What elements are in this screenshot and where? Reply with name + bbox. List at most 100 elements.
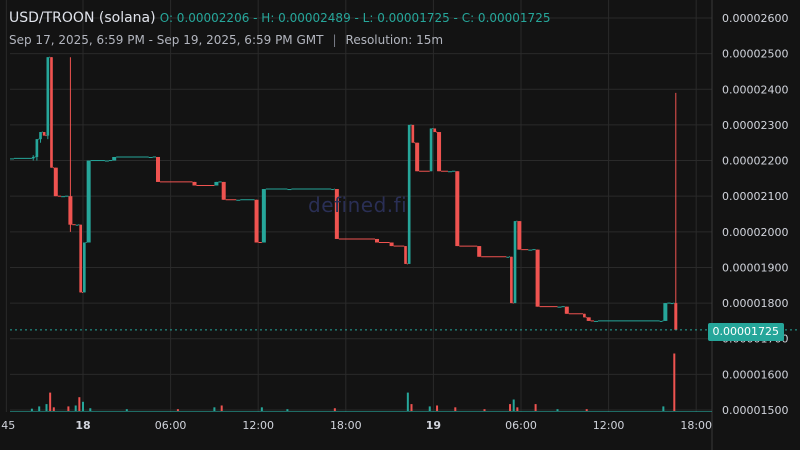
volume-bar	[556, 409, 559, 411]
y-tick-label: 0.00002200	[722, 155, 788, 168]
candle-body	[659, 320, 663, 322]
candle-body	[513, 221, 517, 304]
x-tick-label: 18:00	[680, 419, 712, 432]
y-tick-label: 0.00001600	[722, 368, 788, 381]
candle-body	[31, 156, 35, 159]
candle-body	[46, 57, 50, 136]
volume-bar	[30, 408, 33, 411]
separator: |	[332, 33, 337, 47]
candle-body	[261, 189, 266, 243]
candle-body	[448, 171, 452, 173]
grid-lines	[5, 0, 713, 450]
candle-body	[83, 242, 86, 293]
candle-body	[594, 320, 598, 322]
y-tick-label: 0.00002100	[722, 190, 788, 203]
volume-bar	[585, 409, 588, 411]
candle-body	[254, 199, 259, 243]
date-range: Sep 17, 2025, 6:59 PM - Sep 19, 2025, 6:…	[9, 33, 324, 47]
ohlc-values: O: 0.00002206 - H: 0.00002489 - L: 0.000…	[159, 11, 551, 25]
candle-body	[221, 181, 226, 200]
candle-body	[61, 196, 66, 198]
chart-legend: USD/TROON (solana) O: 0.00002206 - H: 0.…	[9, 10, 550, 26]
volume-bar	[534, 404, 537, 411]
candle-body	[437, 132, 442, 172]
volume-bar	[213, 407, 216, 411]
candle-body	[214, 181, 219, 186]
volume-bar	[410, 404, 413, 411]
candle-body	[375, 238, 379, 243]
candle-body	[148, 156, 153, 158]
candle-body	[35, 139, 39, 157]
volume-bar	[454, 407, 457, 411]
watermark-logo: defined.fi	[308, 193, 408, 217]
x-tick-label: 06:00	[505, 419, 537, 432]
y-tick-label: 0.00002300	[722, 119, 788, 132]
volume-bar	[78, 397, 81, 411]
candle-body	[156, 156, 160, 182]
x-tick-label: 12:00	[242, 419, 274, 432]
candle-body	[334, 189, 339, 239]
volume-bar	[67, 406, 70, 411]
candle-body	[557, 306, 562, 308]
candle-body	[670, 303, 674, 305]
candle-body	[535, 249, 540, 307]
y-tick-label: 0.00002500	[722, 48, 788, 61]
last-price-badge: 0.00001725	[707, 323, 784, 341]
x-tick-label: 12:00	[593, 419, 625, 432]
y-tick-label: 0.00002400	[722, 83, 788, 96]
volume-bar	[509, 404, 512, 411]
candle-body	[477, 246, 482, 257]
candle-body	[236, 199, 241, 201]
x-tick-label: :45	[0, 419, 15, 432]
y-tick-label: 0.00001900	[722, 261, 788, 274]
price-axis[interactable]: 0.000015000.000016000.000017000.00001800…	[722, 12, 788, 417]
x-tick-label: 06:00	[155, 419, 187, 432]
x-tick-label: 19	[426, 419, 441, 432]
volume-bar	[333, 408, 336, 411]
candle-body	[75, 224, 79, 226]
candle-body	[564, 306, 569, 314]
candle-body	[86, 160, 91, 243]
volume-bar	[74, 405, 77, 411]
candle-body	[663, 303, 668, 321]
volume-bar	[45, 404, 48, 411]
candle-body	[429, 128, 433, 172]
candle-body	[517, 221, 522, 250]
x-tick-label: 18:00	[330, 419, 362, 432]
y-tick-label: 0.00001800	[722, 297, 788, 310]
volume-bar	[428, 406, 431, 411]
volume-bar	[176, 409, 179, 411]
candle-body	[411, 124, 415, 143]
volume-bar	[662, 406, 665, 411]
candle-body	[404, 246, 407, 264]
candle-body	[287, 189, 292, 191]
volume-bar	[125, 409, 128, 411]
resolution-label: Resolution: 15m	[345, 33, 444, 47]
candle-body	[433, 128, 437, 133]
candle-body	[39, 132, 42, 140]
candle-body	[510, 256, 513, 304]
volume-bar	[406, 392, 409, 411]
candle-body	[407, 124, 411, 264]
candle-body	[586, 317, 591, 321]
volume-bar	[52, 407, 55, 411]
candle-body	[53, 167, 58, 197]
candle-body	[583, 313, 586, 318]
volume-bar	[516, 407, 519, 411]
candle-body	[10, 158, 14, 160]
volume-bar	[82, 401, 84, 411]
candle-body	[415, 142, 420, 172]
volume-bar	[673, 353, 676, 411]
candle-body	[79, 224, 82, 293]
volume-bar	[286, 409, 289, 411]
time-axis[interactable]: :45 18 06:00 12:00 18:00 19 06:00 12:00 18:00	[0, 419, 712, 432]
candle-body	[389, 242, 394, 247]
candle-body	[192, 181, 197, 186]
volume-bar	[89, 408, 92, 411]
chart-subtitle: Sep 17, 2025, 6:59 PM - Sep 19, 2025, 6:…	[9, 33, 443, 47]
volume-bar	[512, 399, 515, 411]
candles	[10, 56, 678, 330]
candle-body	[331, 189, 334, 191]
y-tick-label: 0.00001500	[722, 404, 788, 417]
